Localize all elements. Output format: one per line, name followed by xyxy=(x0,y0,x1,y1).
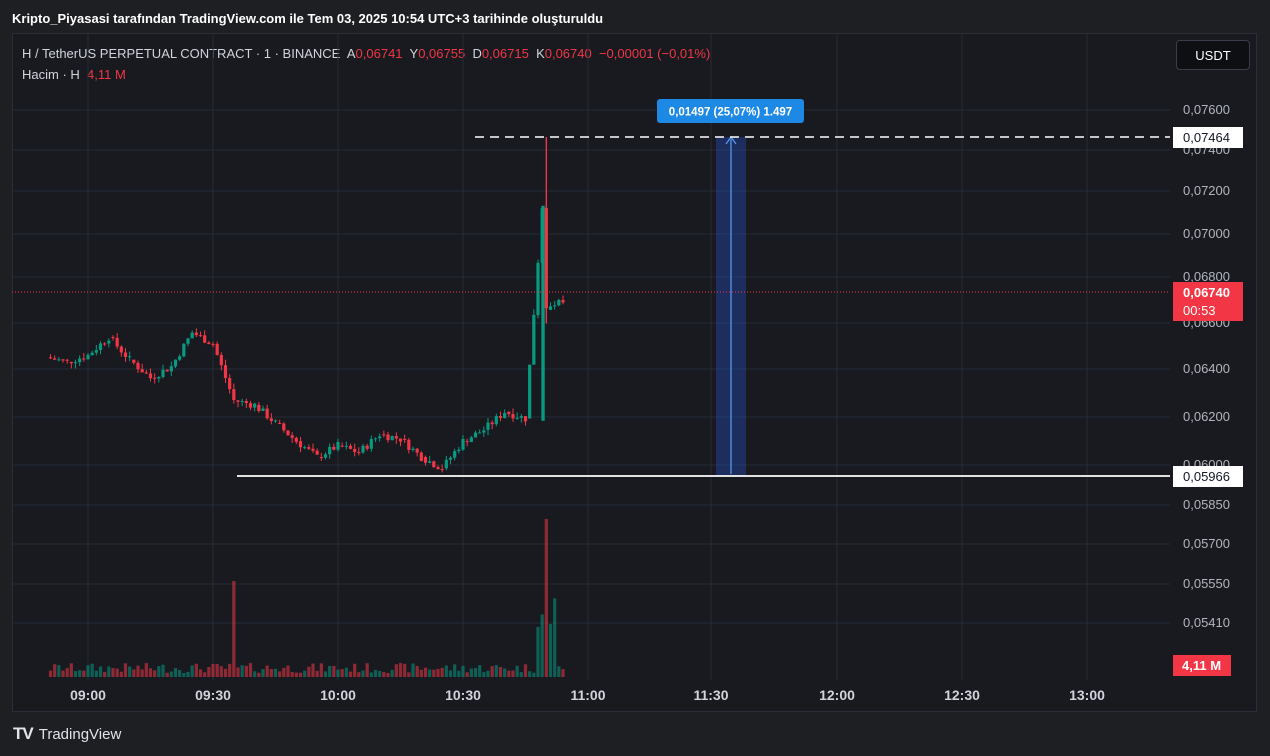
low-value: 0,06715 xyxy=(481,46,529,61)
high-value: 0,06755 xyxy=(418,46,466,61)
close-value: 0,06740 xyxy=(544,46,592,61)
tv-logo-mark: TV xyxy=(13,724,34,743)
high-label: Y xyxy=(409,46,419,61)
chart-panel[interactable] xyxy=(12,33,1257,712)
open-value: 0,06741 xyxy=(355,46,403,61)
tradingview-logo[interactable]: TV TradingView xyxy=(13,724,121,744)
change-value: −0,00001 (−0,01%) xyxy=(598,46,711,61)
volume-label[interactable]: Hacim · H xyxy=(22,67,80,82)
tv-logo-text: TradingView xyxy=(38,725,122,743)
chart-caption: Kripto_Piyasasi tarafından TradingView.c… xyxy=(12,11,604,26)
volume-legend: Hacim · H 4,11 M xyxy=(22,67,126,82)
symbol-legend: H / TetherUS PERPETUAL CONTRACT · 1 · BI… xyxy=(22,46,710,61)
close-label: K xyxy=(536,46,545,61)
symbol-name[interactable]: H / TetherUS PERPETUAL CONTRACT · 1 · BI… xyxy=(22,46,341,61)
low-label: D xyxy=(472,46,482,61)
open-label: A xyxy=(346,46,356,61)
volume-value: 4,11 M xyxy=(87,67,126,82)
currency-button[interactable]: USDT xyxy=(1176,40,1250,70)
